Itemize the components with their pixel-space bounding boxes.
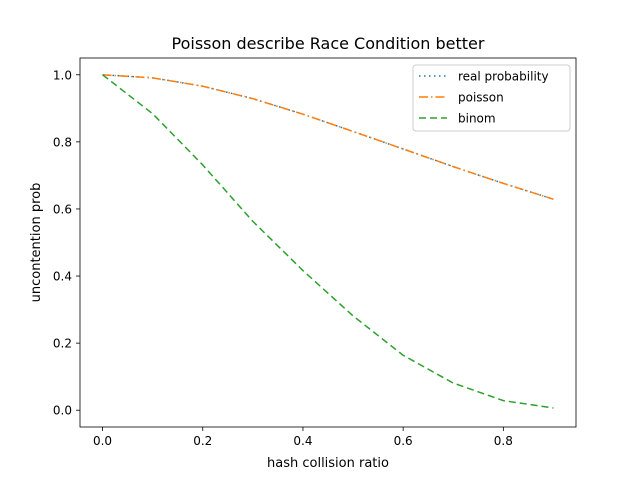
legend-label-real-probability: real probability: [458, 70, 549, 84]
y-tick-label: 0.0: [53, 404, 72, 418]
legend-label-binom: binom: [458, 112, 496, 126]
legend-box: [412, 64, 571, 132]
plot-frame: [79, 57, 577, 428]
x-tick-label: 0.2: [193, 434, 212, 448]
y-tick-label: 1.0: [53, 68, 72, 82]
x-tick-label: 0.6: [394, 434, 413, 448]
y-axis-label: uncontention prob: [29, 183, 44, 303]
series-line-real-probability: [102, 74, 554, 200]
x-axis-ticks: 0.0 0.2 0.4 0.6 0.8: [93, 427, 513, 448]
y-tick-label: 0.8: [53, 135, 72, 149]
legend-label-poisson: poisson: [458, 91, 504, 105]
x-tick-label: 0.0: [93, 434, 112, 448]
legend: real probability poisson binom: [412, 64, 571, 132]
x-axis-label: hash collision ratio: [267, 456, 389, 471]
chart-title: Poisson describe Race Condition better: [172, 34, 485, 53]
y-tick-label: 0.4: [53, 270, 72, 284]
series-lines: [102, 74, 554, 409]
x-tick-label: 0.4: [293, 434, 312, 448]
y-tick-label: 0.6: [53, 202, 72, 216]
y-tick-label: 0.2: [53, 337, 72, 351]
series-line-poisson: [102, 74, 554, 200]
series-line-binom: [102, 74, 554, 409]
x-tick-label: 0.8: [494, 434, 513, 448]
y-axis-ticks: 0.0 0.2 0.4 0.6 0.8 1.0: [53, 68, 80, 418]
